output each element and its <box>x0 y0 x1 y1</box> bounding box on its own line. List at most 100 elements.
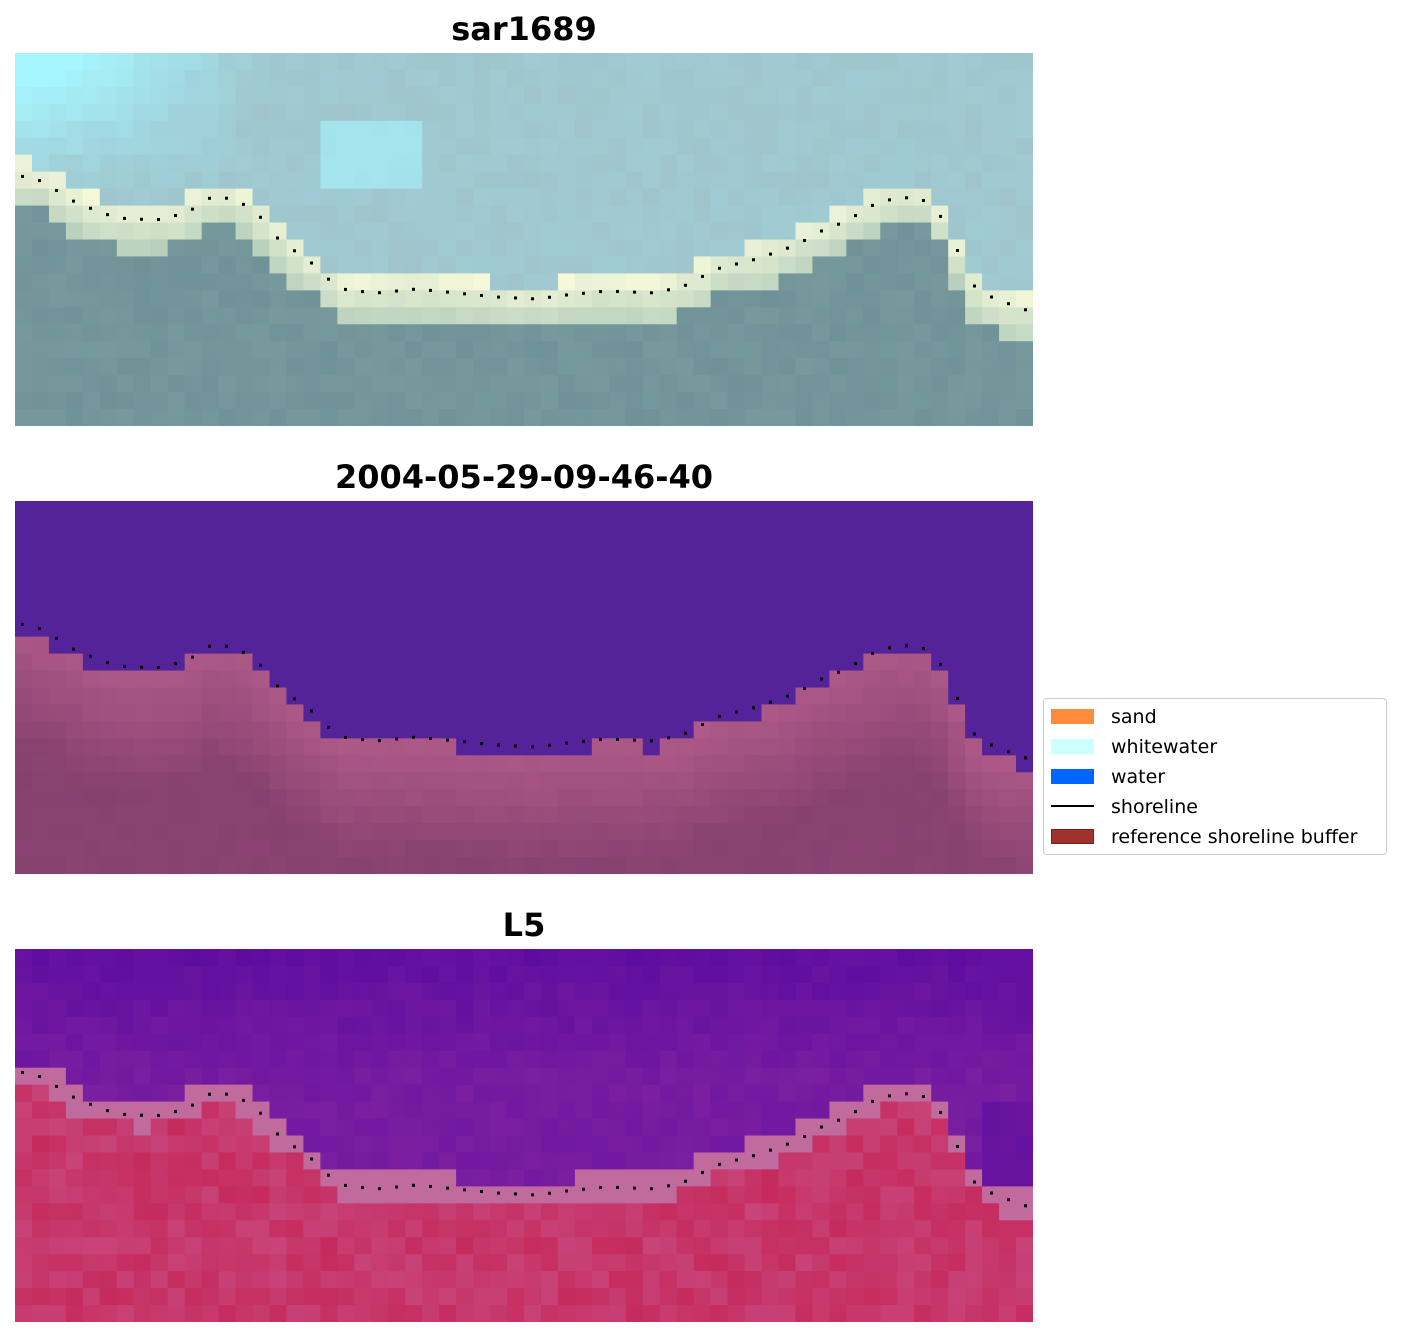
class-pixel <box>693 585 712 604</box>
index-pixel <box>625 1254 644 1272</box>
rgb-pixel <box>235 120 254 139</box>
class-pixel <box>422 653 440 672</box>
index-pixel <box>557 1050 576 1069</box>
rgb-pixel <box>982 341 1000 359</box>
class-pixel <box>608 687 627 706</box>
index-pixel <box>201 1254 220 1272</box>
class-pixel <box>540 568 559 587</box>
index-pixel <box>388 1271 406 1289</box>
class-pixel <box>795 636 814 655</box>
index-pixel <box>625 1067 644 1086</box>
index-pixel <box>744 1237 763 1255</box>
shoreline-dot <box>871 651 874 655</box>
index-pixel <box>201 1067 220 1086</box>
class-pixel <box>914 738 932 756</box>
rgb-pixel <box>422 375 440 393</box>
class-pixel <box>388 772 406 790</box>
index-pixel <box>812 1254 830 1272</box>
index-pixel <box>880 1288 898 1306</box>
index-pixel <box>167 982 186 1001</box>
rgb-pixel <box>948 188 966 207</box>
index-pixel <box>490 982 508 1001</box>
index-pixel <box>931 1288 949 1306</box>
rgb-pixel <box>439 154 457 173</box>
index-pixel <box>337 1271 355 1289</box>
class-pixel <box>914 602 932 621</box>
index-pixel <box>269 1220 288 1238</box>
class-pixel <box>82 636 101 655</box>
index-pixel <box>303 999 321 1018</box>
class-pixel <box>778 704 797 723</box>
index-pixel <box>439 1067 457 1086</box>
class-pixel <box>490 517 508 536</box>
rgb-pixel <box>439 375 457 393</box>
class-pixel <box>252 789 271 807</box>
class-pixel <box>659 636 678 655</box>
class-pixel <box>422 670 440 689</box>
class-pixel <box>693 534 712 553</box>
index-pixel <box>303 1118 321 1137</box>
shoreline-dot <box>242 1098 245 1102</box>
class-pixel <box>812 602 830 621</box>
index-pixel <box>659 1254 678 1272</box>
index-pixel <box>82 949 101 967</box>
rgb-pixel <box>591 205 610 224</box>
rgb-pixel <box>422 205 440 224</box>
rgb-pixel <box>15 188 33 207</box>
index-pixel <box>727 1067 746 1086</box>
rgb-pixel <box>31 375 50 393</box>
rgb-pixel <box>880 171 898 190</box>
rgb-pixel <box>507 375 525 393</box>
rgb-pixel <box>744 222 763 241</box>
index-pixel <box>863 982 881 1001</box>
rgb-pixel <box>422 273 440 291</box>
index-pixel <box>574 949 593 967</box>
index-pixel <box>540 1084 559 1103</box>
class-pixel <box>269 823 288 841</box>
class-pixel <box>778 636 797 655</box>
class-pixel <box>846 501 864 519</box>
class-pixel <box>15 721 33 739</box>
index-pixel <box>150 1135 169 1154</box>
class-pixel <box>405 602 423 621</box>
rgb-pixel <box>761 307 780 325</box>
rgb-pixel <box>320 188 338 207</box>
index-pixel <box>540 1135 559 1154</box>
index-pixel <box>116 1305 135 1322</box>
class-pixel <box>201 568 220 587</box>
class-pixel <box>269 585 288 604</box>
index-pixel <box>557 982 576 1001</box>
shoreline-dot <box>293 1145 296 1149</box>
rgb-pixel <box>507 341 525 359</box>
index-pixel <box>388 1050 406 1069</box>
rgb-pixel <box>252 69 271 88</box>
shoreline-dot <box>803 687 806 691</box>
rgb-pixel <box>761 53 780 71</box>
class-pixel <box>778 840 797 858</box>
class-pixel <box>846 602 864 621</box>
rgb-pixel <box>218 341 237 359</box>
class-pixel <box>354 585 372 604</box>
rgb-pixel <box>15 222 33 241</box>
class-pixel <box>99 687 118 706</box>
class-pixel <box>456 636 474 655</box>
class-pixel <box>524 823 542 841</box>
class-pixel <box>897 602 915 621</box>
rgb-pixel <box>31 69 50 88</box>
index-pixel <box>388 1203 406 1221</box>
class-pixel <box>846 704 864 723</box>
index-pixel <box>82 1016 101 1035</box>
index-pixel <box>693 1169 712 1187</box>
class-pixel <box>15 670 33 689</box>
index-pixel <box>829 949 847 967</box>
class-pixel <box>948 755 966 773</box>
class-pixel <box>897 721 915 739</box>
index-pixel <box>931 1067 949 1086</box>
rgb-pixel <box>812 154 830 173</box>
class-pixel <box>812 517 830 536</box>
rgb-pixel <box>473 256 491 275</box>
shoreline-dot <box>276 684 279 688</box>
rgb-pixel <box>31 222 50 241</box>
rgb-pixel <box>948 273 966 291</box>
class-pixel <box>642 704 661 723</box>
